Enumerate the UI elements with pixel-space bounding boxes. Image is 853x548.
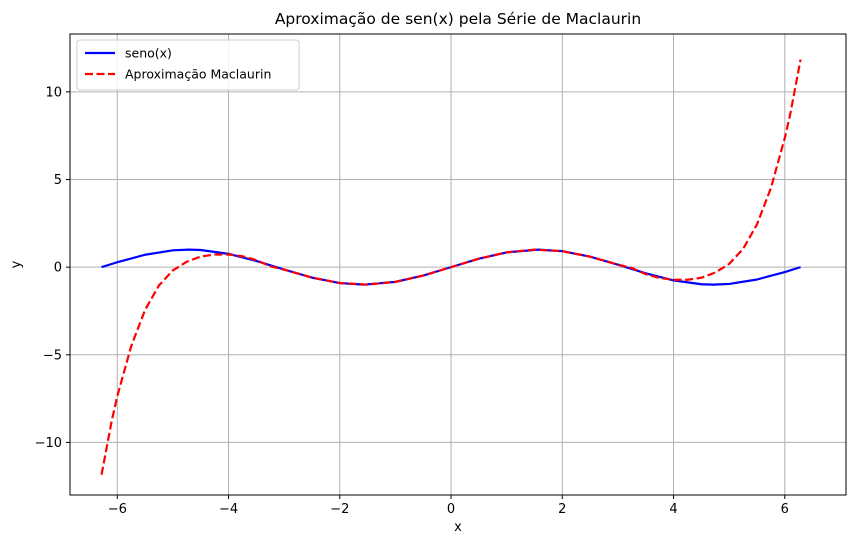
grid — [70, 34, 846, 495]
x-tick-label: 0 — [447, 502, 455, 517]
legend: seno(x) Aproximação Maclaurin — [76, 39, 300, 91]
y-tick-label: 10 — [45, 85, 62, 100]
ticks: −6 −4 −2 0 2 4 6 −10 −5 0 5 10 — [35, 85, 789, 517]
plot-frame — [69, 33, 847, 496]
plot-lines — [100, 59, 802, 475]
series-line-1 — [100, 59, 802, 475]
x-tick-label: −2 — [330, 502, 349, 517]
y-tick-label: 5 — [54, 173, 62, 188]
x-tick-label: −6 — [108, 502, 127, 517]
y-axis-label: y — [9, 260, 24, 268]
x-tick-label: 2 — [558, 502, 566, 517]
x-tick-label: 6 — [781, 502, 789, 517]
chart-title: Aproximação de sen(x) pela Série de Macl… — [275, 10, 641, 28]
x-tick-label: −4 — [219, 502, 238, 517]
y-tick-label: −5 — [43, 348, 62, 363]
y-tick-label: 0 — [54, 261, 62, 276]
legend-box — [76, 39, 300, 91]
y-tick-label: −10 — [35, 436, 62, 451]
legend-label-1: Aproximação Maclaurin — [125, 67, 271, 82]
x-tick-label: 4 — [669, 502, 677, 517]
legend-label-0: seno(x) — [125, 46, 172, 61]
x-axis-label: x — [454, 520, 462, 535]
